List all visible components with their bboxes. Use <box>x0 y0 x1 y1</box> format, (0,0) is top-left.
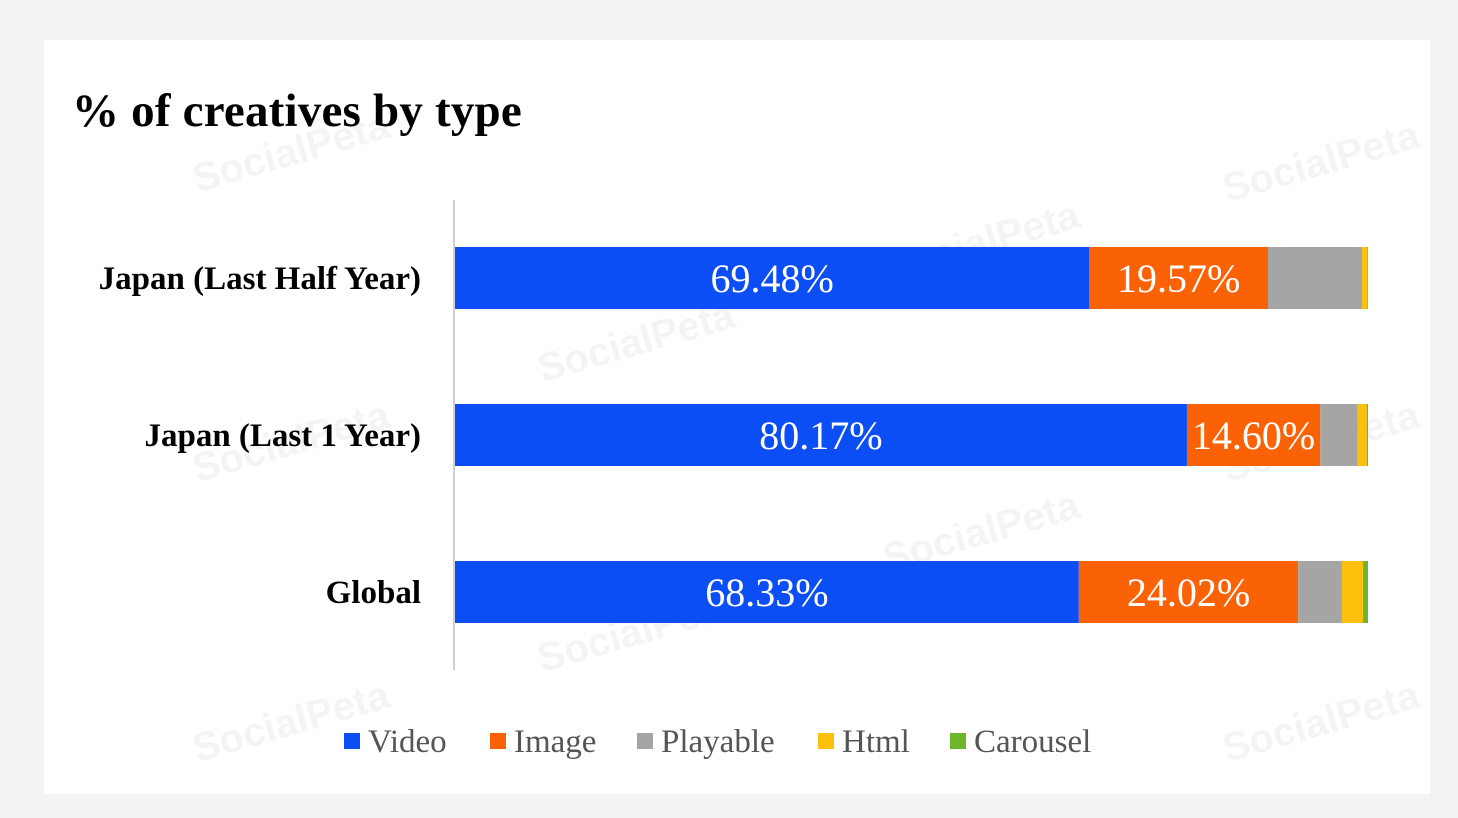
legend-swatch-video <box>344 733 360 749</box>
bar-segment-html <box>1362 247 1368 309</box>
data-label: 24.02% <box>1127 570 1250 615</box>
data-label: 68.33% <box>705 570 828 615</box>
data-label: 14.60% <box>1192 413 1315 458</box>
bar-segment-playable <box>1320 404 1358 466</box>
legend-swatch-carousel <box>950 733 966 749</box>
bar-segment-image <box>1078 561 1299 623</box>
category-label: Global <box>326 575 421 611</box>
bar-segment-carousel <box>1362 561 1368 623</box>
category-label: Japan (Last 1 Year) <box>144 418 421 454</box>
bar-segment-carousel <box>1366 404 1368 466</box>
category-label: Japan (Last Half Year) <box>99 261 421 297</box>
legend-label: Playable <box>661 724 775 760</box>
legend-swatch-html <box>818 733 834 749</box>
chart-title: % of creatives by type <box>72 85 522 137</box>
data-label: 80.17% <box>759 413 882 458</box>
legend-label: Image <box>514 724 596 760</box>
bar-segment-video <box>455 247 1090 309</box>
bar-segment-html <box>1357 404 1367 466</box>
data-label: 19.57% <box>1117 256 1240 301</box>
legend-swatch-playable <box>637 733 653 749</box>
legend-label: Html <box>842 724 910 760</box>
bar-segment-video <box>455 561 1079 623</box>
bar-segment-video <box>455 404 1187 466</box>
data-label: 69.48% <box>711 256 834 301</box>
legend-label: Video <box>368 724 447 760</box>
legend-swatch-image <box>490 733 506 749</box>
bar-segment-image <box>1089 247 1269 309</box>
bar-segment-image <box>1186 404 1321 466</box>
bar-segment-html <box>1341 561 1363 623</box>
legend-label: Carousel <box>974 724 1091 760</box>
bar-segment-playable <box>1298 561 1342 623</box>
bar-segment-playable <box>1268 247 1363 309</box>
